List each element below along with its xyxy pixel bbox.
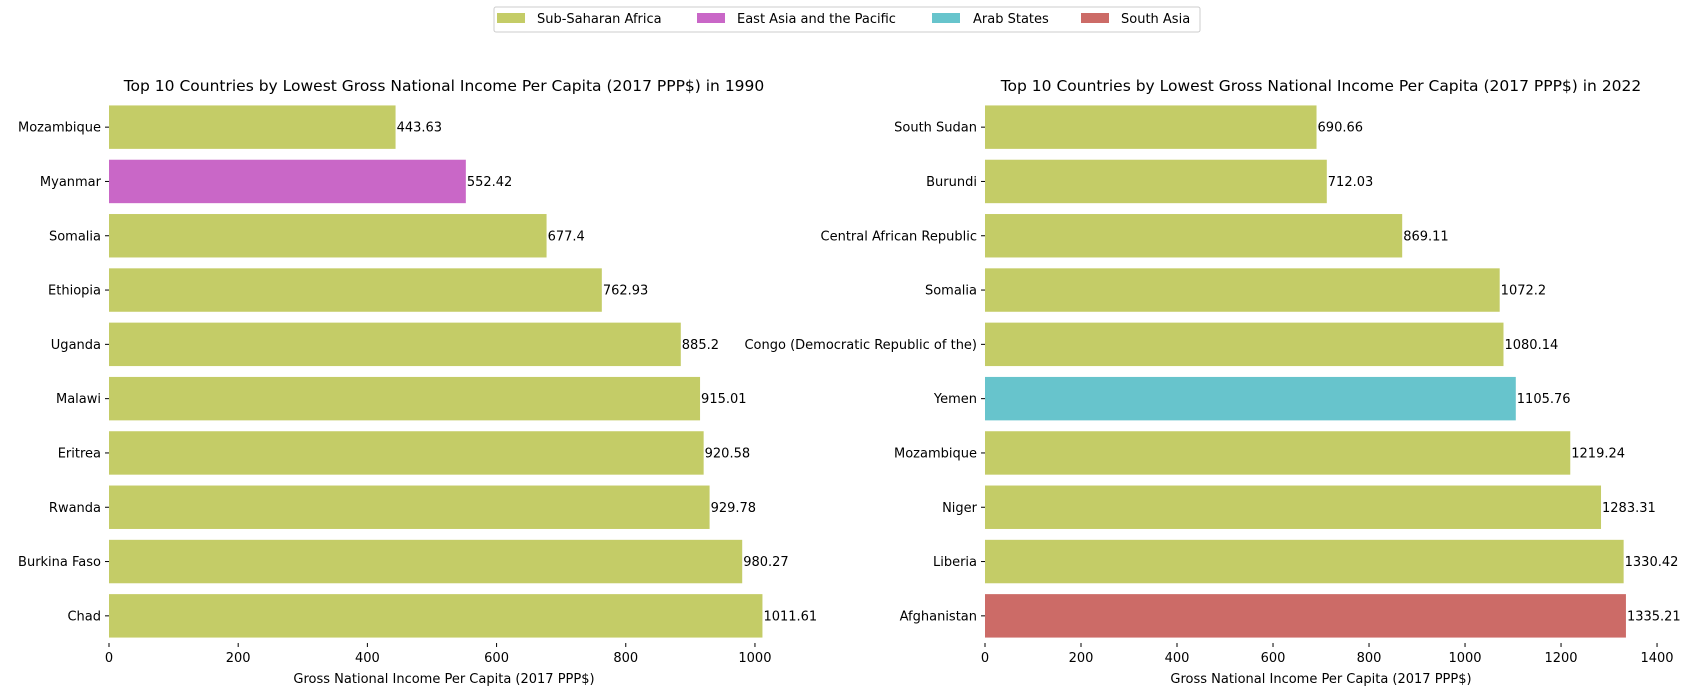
- value-label-chad-1990: 1011.61: [763, 609, 817, 624]
- chart-1990: Top 10 Countries by Lowest Gross Nationa…: [18, 77, 817, 687]
- chart-marks-1990: 443.63 Mozambique 552.42 Myanmar 677.4 Somali…: [18, 105, 817, 666]
- value-label-somalia-2022: 1072.2: [1501, 284, 1547, 299]
- bar-mozambique-1990: [109, 105, 396, 149]
- y-tick-label-somalia-1990: Somalia: [49, 229, 101, 244]
- y-tick-label-somalia-2022: Somalia: [925, 284, 977, 299]
- bar-burundi-2022: [985, 159, 1327, 204]
- bar-rwanda-1990: [109, 485, 710, 529]
- legend-item-arab-states: Arab States: [932, 12, 1049, 27]
- x-tick-label-1400-2022: 1400: [1640, 651, 1673, 666]
- value-label-burkina-faso-1990: 980.27: [743, 555, 789, 570]
- value-label-somalia-1990: 677.4: [548, 229, 585, 244]
- x-tick-label-200-2022: 200: [1069, 651, 1094, 666]
- y-tick-label-congo-democratic-republic-of-the-2022: Congo (Democratic Republic of the): [744, 338, 977, 353]
- bar-somalia-2022: [985, 268, 1500, 312]
- value-label-afghanistan-2022: 1335.21: [1627, 609, 1681, 624]
- bar-ethiopia-1990: [109, 268, 602, 312]
- bar-yemen-2022: [985, 376, 1516, 421]
- y-tick-label-burundi-2022: Burundi: [926, 175, 977, 190]
- x-tick-label-400-1990: 400: [355, 651, 380, 666]
- bar-myanmar-1990: [109, 159, 466, 204]
- value-label-congo-democratic-republic-of-the-2022: 1080.14: [1504, 338, 1558, 353]
- legend-label-east-asia-and-the-pacific: East Asia and the Pacific: [737, 12, 896, 27]
- x-tick-label-0-2022: 0: [981, 651, 989, 666]
- x-tick-label-1200-2022: 1200: [1544, 651, 1577, 666]
- legend-label-sub-saharan-africa: Sub-Saharan Africa: [537, 12, 662, 27]
- y-tick-label-ethiopia-1990: Ethiopia: [48, 284, 101, 299]
- value-label-malawi-1990: 915.01: [701, 392, 747, 407]
- value-label-eritrea-1990: 920.58: [705, 446, 751, 461]
- x-tick-label-0-1990: 0: [105, 651, 113, 666]
- x-tick-label-800-2022: 800: [1357, 651, 1382, 666]
- x-tick-label-800-1990: 800: [613, 651, 638, 666]
- y-tick-label-uganda-1990: Uganda: [51, 338, 101, 353]
- bar-congo-democratic-republic-of-the-2022: [985, 322, 1504, 367]
- y-tick-label-rwanda-1990: Rwanda: [49, 501, 101, 516]
- legend-label-arab-states: Arab States: [973, 12, 1049, 27]
- chart-marks-2022: 690.66 South Sudan 712.03 Burundi 869.11 Cent…: [744, 105, 1681, 666]
- chart-title-2022: Top 10 Countries by Lowest Gross Nationa…: [1000, 77, 1642, 95]
- x-tick-label-600-2022: 600: [1261, 651, 1286, 666]
- legend-swatch-south-asia: [1081, 13, 1109, 23]
- bar-uganda-1990: [109, 322, 681, 367]
- value-label-niger-2022: 1283.31: [1602, 501, 1656, 516]
- y-tick-label-myanmar-1990: Myanmar: [40, 175, 102, 190]
- value-label-yemen-2022: 1105.76: [1517, 392, 1571, 407]
- value-label-liberia-2022: 1330.42: [1625, 555, 1679, 570]
- legend-label-south-asia: South Asia: [1121, 12, 1190, 27]
- y-tick-label-central-african-republic-2022: Central African Republic: [821, 229, 977, 244]
- legend-swatch-arab-states: [932, 13, 960, 23]
- y-tick-label-chad-1990: Chad: [67, 609, 101, 624]
- y-tick-label-south-sudan-2022: South Sudan: [894, 121, 977, 136]
- value-label-rwanda-1990: 929.78: [711, 501, 757, 516]
- y-tick-label-yemen-2022: Yemen: [933, 392, 977, 407]
- bar-afghanistan-2022: [985, 594, 1626, 638]
- legend-item-south-asia: South Asia: [1081, 12, 1190, 27]
- x-tick-label-200-1990: 200: [226, 651, 251, 666]
- chart-2022: Top 10 Countries by Lowest Gross Nationa…: [744, 77, 1680, 687]
- legend-swatch-east-asia-and-the-pacific: [697, 13, 725, 23]
- bar-burkina-faso-1990: [109, 539, 743, 584]
- x-tick-label-600-1990: 600: [484, 651, 509, 666]
- value-label-burundi-2022: 712.03: [1328, 175, 1374, 190]
- x-tick-label-400-2022: 400: [1165, 651, 1190, 666]
- bar-mozambique-2022: [985, 431, 1571, 475]
- x-axis-label-1990: Gross National Income Per Capita (2017 P…: [293, 672, 594, 687]
- bar-south-sudan-2022: [985, 105, 1317, 149]
- bar-somalia-1990: [109, 214, 547, 258]
- legend-frame: [493, 6, 1201, 33]
- bar-eritrea-1990: [109, 431, 704, 475]
- y-tick-label-burkina-faso-1990: Burkina Faso: [18, 555, 101, 570]
- bar-niger-2022: [985, 485, 1602, 529]
- value-label-uganda-1990: 885.2: [682, 338, 719, 353]
- x-axis-label-2022: Gross National Income Per Capita (2017 P…: [1170, 672, 1471, 687]
- bar-liberia-2022: [985, 539, 1624, 584]
- bar-chad-1990: [109, 594, 763, 638]
- value-label-south-sudan-2022: 690.66: [1318, 121, 1364, 136]
- value-label-myanmar-1990: 552.42: [467, 175, 513, 190]
- y-tick-label-malawi-1990: Malawi: [56, 392, 101, 407]
- y-tick-label-eritrea-1990: Eritrea: [58, 446, 101, 461]
- value-label-mozambique-2022: 1219.24: [1571, 446, 1625, 461]
- legend-swatch-sub-saharan-africa: [497, 13, 525, 23]
- x-tick-label-1000-2022: 1000: [1448, 651, 1481, 666]
- legend-item-sub-saharan-africa: Sub-Saharan Africa: [497, 12, 662, 27]
- y-tick-label-afghanistan-2022: Afghanistan: [900, 609, 977, 624]
- legend-item-east-asia-and-the-pacific: East Asia and the Pacific: [697, 12, 896, 27]
- y-tick-label-liberia-2022: Liberia: [933, 555, 977, 570]
- value-label-central-african-republic-2022: 869.11: [1403, 229, 1449, 244]
- chart-title-1990: Top 10 Countries by Lowest Gross Nationa…: [123, 77, 765, 95]
- legend: Sub-Saharan Africa East Asia and the Pac…: [493, 6, 1201, 33]
- y-tick-label-mozambique-2022: Mozambique: [894, 446, 977, 461]
- y-tick-label-niger-2022: Niger: [942, 501, 978, 516]
- y-tick-label-mozambique-1990: Mozambique: [18, 121, 101, 136]
- bar-central-african-republic-2022: [985, 214, 1403, 258]
- x-tick-label-1000-1990: 1000: [738, 651, 771, 666]
- bar-malawi-1990: [109, 376, 701, 421]
- value-label-ethiopia-1990: 762.93: [603, 284, 649, 299]
- value-label-mozambique-1990: 443.63: [397, 121, 443, 136]
